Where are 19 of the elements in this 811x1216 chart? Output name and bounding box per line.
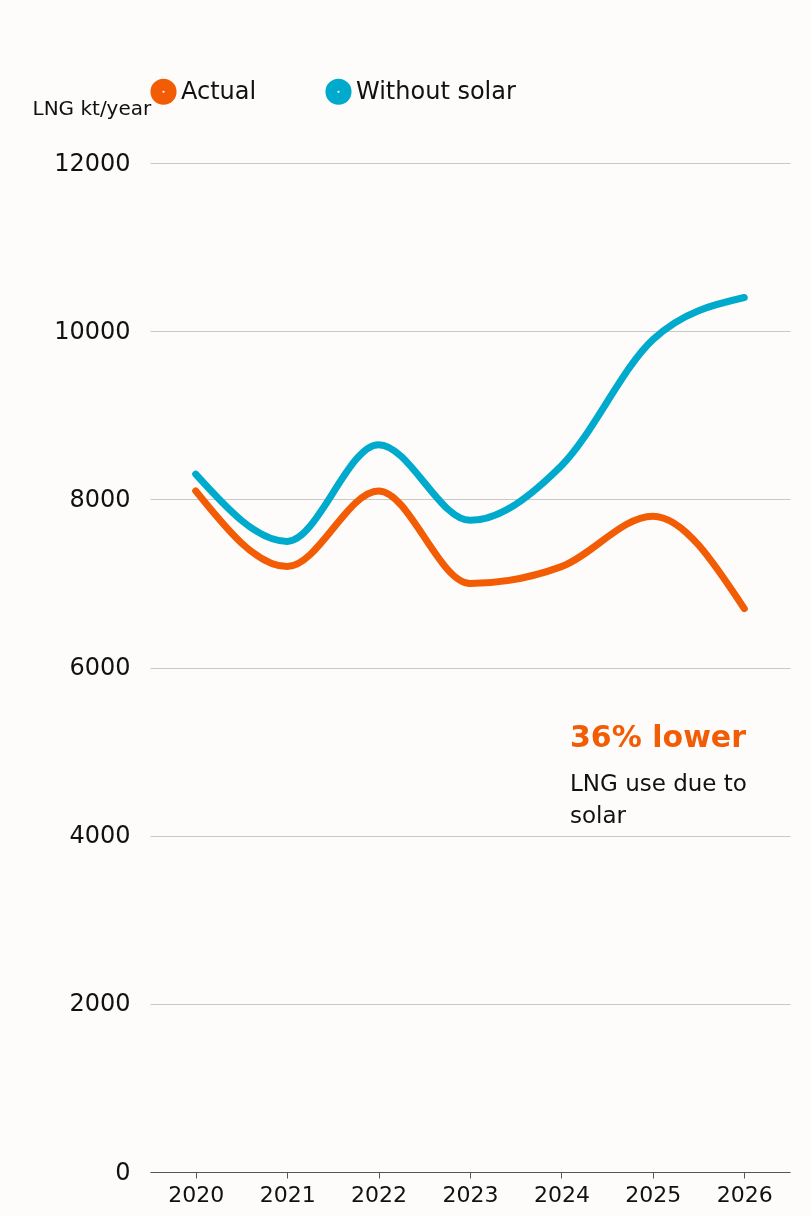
x-tick-label: 2022 [351,1181,408,1207]
x-tick-label: 2025 [625,1181,682,1207]
y-tick-label: 4000 [69,821,131,850]
legend-label: Actual [181,76,257,105]
annotation: 36% lower [570,719,747,754]
annotation: LNG use due to solar [570,770,747,828]
y-tick-label: 12000 [54,148,131,177]
x-tick-label: 2021 [259,1181,316,1207]
y-axis-title: LNG kt/year [32,95,153,120]
y-tick-label: 0 [115,1157,131,1186]
x-tick-label: 2023 [442,1181,499,1207]
x-tick-label: 2020 [168,1181,225,1207]
y-tick-label: 10000 [54,316,131,345]
y-tick-label: 6000 [69,653,131,681]
legend-label: Without solar [356,76,516,105]
y-tick-label: 2000 [69,989,131,1018]
x-tick-label: 2024 [533,1181,590,1207]
x-tick-label: 2026 [716,1181,773,1207]
y-tick-label: 8000 [69,484,131,513]
